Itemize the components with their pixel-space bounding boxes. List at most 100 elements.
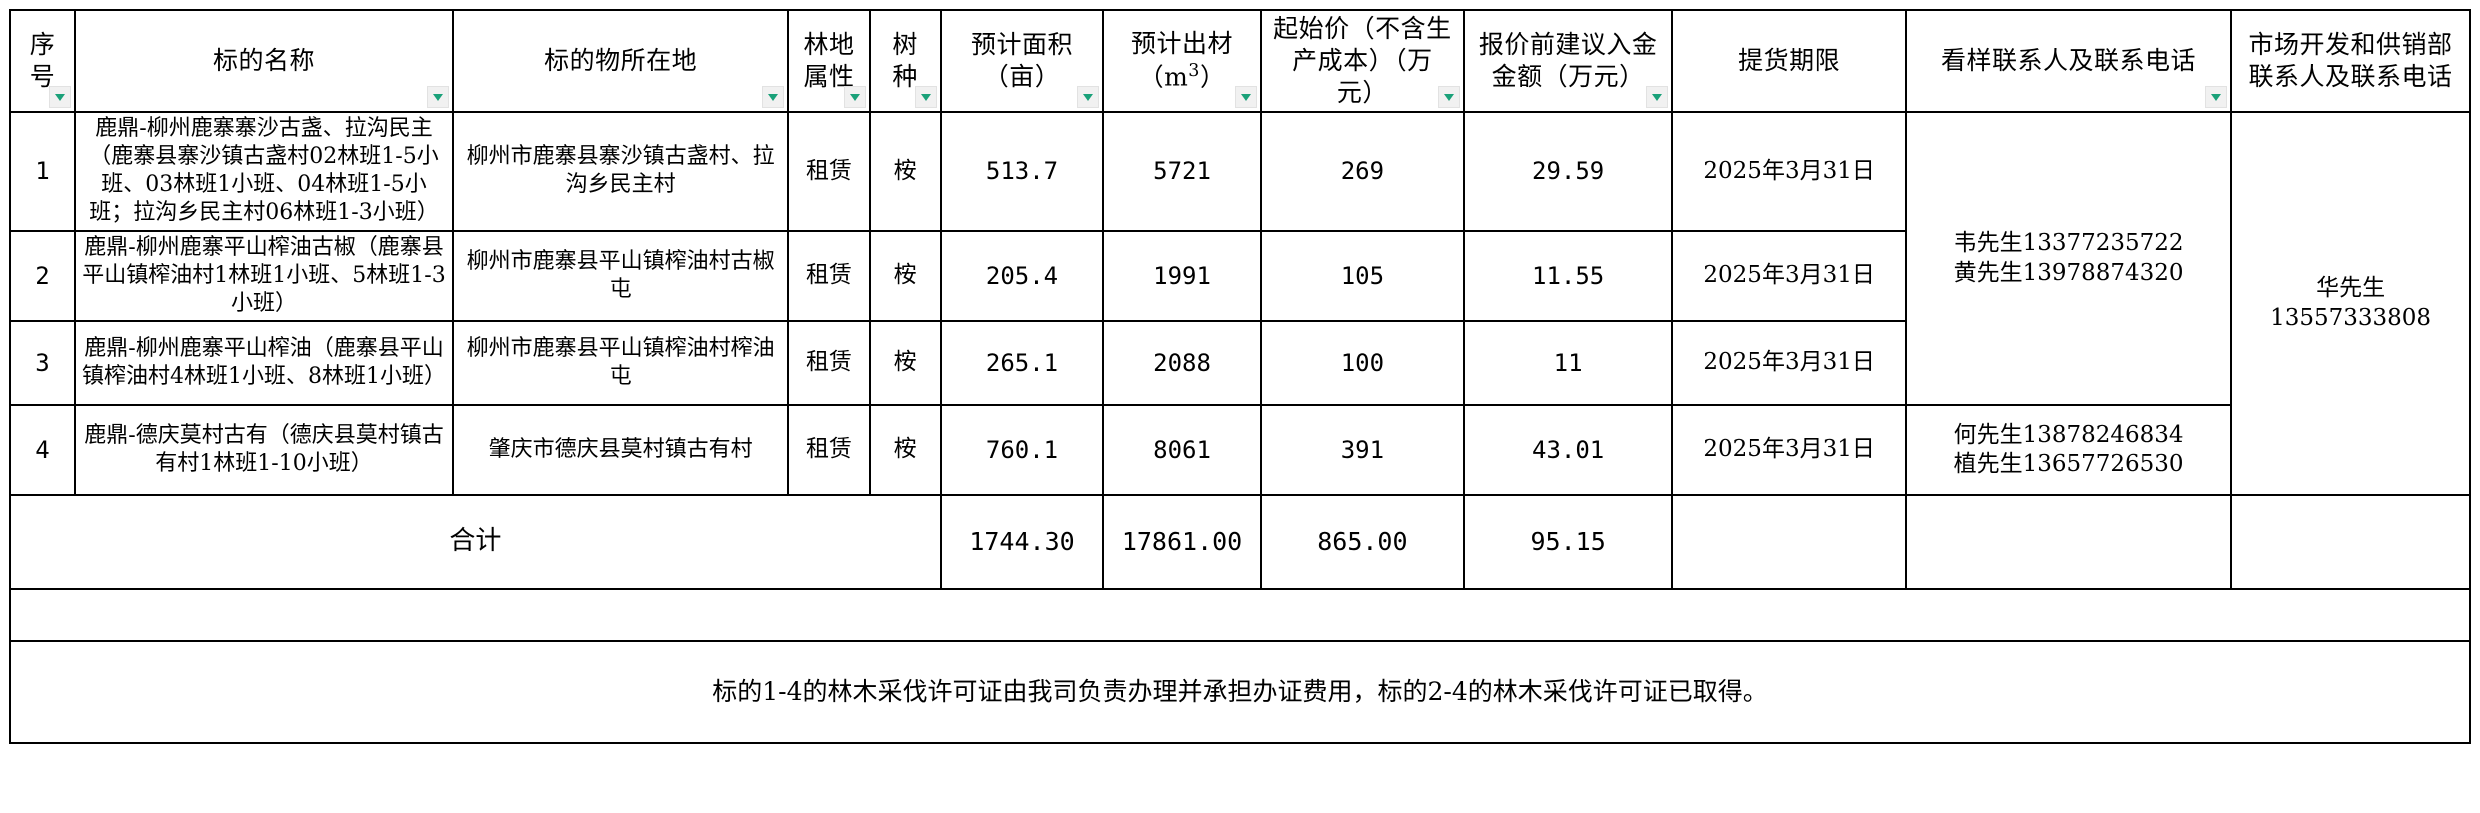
column-header-viewcontact-label: 看样联系人及联系电话: [1941, 46, 2197, 75]
cell-startprice: 100: [1259, 320, 1465, 407]
column-header-name-label: 标的名称: [213, 46, 316, 75]
column-header-volume-label-line1: 预计出材: [1131, 29, 1234, 59]
table-row[interactable]: 3 鹿鼎-柳州鹿寨平山榨油（鹿寨县平山镇榨油村4林班1小班、8林班1小班） 柳州…: [8, 320, 2470, 407]
column-header-location-label: 标的物所在地: [544, 46, 698, 75]
column-header-area-label-line2: （亩）: [983, 62, 1061, 91]
total-area: 1744.30: [939, 494, 1105, 591]
column-header-startprice[interactable]: 起始价（不含生 产成本）（万 元）: [1259, 9, 1465, 113]
cell-seq: 3: [8, 320, 77, 407]
table-row[interactable]: 4 鹿鼎-德庆莫村古有（德庆县莫村镇古有村1林班1-10小班） 肇庆市德庆县莫村…: [8, 404, 2470, 497]
chevron-down-icon: [1240, 93, 1251, 101]
marketing-line2: 13557333808: [2270, 304, 2432, 331]
chevron-down-icon: [768, 93, 779, 101]
cell-volume: 1991: [1102, 229, 1262, 323]
cell-startprice: 269: [1259, 111, 1465, 232]
cell-deposit: 11.55: [1462, 229, 1674, 323]
column-header-marketing-label-line2: 联系人及联系电话: [2248, 62, 2453, 91]
marketing-line1: 华先生: [2316, 275, 2386, 302]
note-text: 标的1-4的林木采伐许可证由我司负责办理并承担办证费用，标的2-4的林木采伐许可…: [9, 641, 2471, 745]
column-header-deposit-label-line2: 金额（万元）: [1491, 62, 1645, 91]
column-header-name[interactable]: 标的名称: [74, 9, 454, 113]
cell-species: 桉: [868, 111, 942, 232]
column-header-viewcontact[interactable]: 看样联系人及联系电话: [1904, 9, 2233, 113]
viewcontact-line2: 黄先生13978874320: [1953, 259, 2184, 286]
column-header-startprice-label-line3: 元）: [1336, 78, 1388, 107]
filter-dropdown-icon-species[interactable]: [914, 86, 937, 108]
column-header-startprice-label-line1: 起始价（不含生: [1273, 14, 1452, 43]
table-row[interactable]: 1 鹿鼎-柳州鹿寨寨沙古盏、拉沟民主（鹿寨县寨沙镇古盏村02林班1-5小班、03…: [8, 110, 2471, 497]
table-total-row: 合计 1744.30 17861.00 865.00 95.15: [9, 494, 2471, 591]
total-viewcontact-empty: [1904, 494, 2233, 591]
cell-name: 鹿鼎-柳州鹿寨平山榨油（鹿寨县平山镇榨油村4林班1小班、8林班1小班）: [74, 320, 454, 407]
cell-area: 513.7: [939, 111, 1105, 232]
viewcontact-line1: 何先生13878246834: [1953, 421, 2184, 448]
filter-dropdown-icon-seq[interactable]: [49, 86, 72, 108]
cell-deposit: 43.01: [1462, 404, 1674, 497]
column-header-marketing[interactable]: 市场开发和供销部 联系人及联系电话: [2230, 9, 2471, 113]
cell-volume: 8061: [1102, 404, 1262, 497]
filter-dropdown-icon-forest[interactable]: [843, 86, 866, 108]
chevron-down-icon: [433, 93, 443, 101]
table-header-row: 序号 标的名称 标的物所在地 林地 属性 树种: [8, 9, 2471, 113]
column-header-deadline[interactable]: 提货期限: [1671, 9, 1907, 113]
total-deadline-empty: [1671, 494, 1907, 591]
column-header-seq[interactable]: 序号: [8, 9, 77, 113]
volume-unit-suffix: ）: [1199, 62, 1226, 92]
filter-dropdown-icon-startprice[interactable]: [1437, 86, 1460, 108]
cell-startprice: 391: [1259, 404, 1465, 497]
column-header-startprice-label-line2: 产成本）（万: [1292, 46, 1433, 75]
column-header-seq-label: 序号: [29, 30, 56, 91]
table-row[interactable]: 2 鹿鼎-柳州鹿寨平山榨油古椒（鹿寨县平山镇榨油村1林班1小班、5林班1-3小班…: [8, 229, 2470, 323]
filter-dropdown-icon-name[interactable]: [427, 86, 449, 108]
viewcontact-line2: 植先生13657726530: [1953, 451, 2184, 478]
cell-location: 柳州市鹿寨县平山镇榨油村榨油屯: [451, 320, 790, 407]
cell-area: 205.4: [939, 229, 1105, 323]
column-header-species-label: 树种: [892, 30, 918, 91]
column-header-forest-label-line1: 林地: [803, 30, 855, 59]
cell-seq: 1: [8, 111, 77, 232]
volume-unit-prefix: （m: [1138, 62, 1189, 92]
column-header-forest[interactable]: 林地 属性: [787, 9, 871, 113]
cell-deposit: 29.59: [1462, 111, 1674, 232]
spreadsheet-sheet: 序号 标的名称 标的物所在地 林地 属性 树种: [0, 9, 2480, 813]
filter-dropdown-icon-area[interactable]: [1077, 86, 1100, 108]
filter-dropdown-icon-viewcontact[interactable]: [2205, 86, 2228, 108]
cell-name: 鹿鼎-德庆莫村古有（德庆县莫村镇古有村1林班1-10小班）: [74, 404, 454, 497]
column-header-deposit-label-line1: 报价前建议入金: [1478, 30, 1658, 59]
cell-viewcontact: 何先生13878246834 植先生13657726530: [1904, 404, 2233, 497]
volume-unit-superscript: 3: [1188, 61, 1200, 82]
cell-seq: 2: [8, 229, 77, 323]
cell-forest: 租赁: [787, 320, 871, 407]
column-header-volume[interactable]: 预计出材 （m3）: [1102, 9, 1262, 113]
cell-location: 肇庆市德庆县莫村镇古有村: [451, 404, 790, 497]
filter-dropdown-icon-volume[interactable]: [1234, 86, 1257, 108]
column-header-species[interactable]: 树种: [868, 9, 942, 113]
cell-location: 柳州市鹿寨县平山镇榨油村古椒屯: [451, 229, 790, 323]
chevron-down-icon: [2211, 93, 2222, 101]
cell-name: 鹿鼎-柳州鹿寨寨沙古盏、拉沟民主（鹿寨县寨沙镇古盏村02林班1-5小班、03林班…: [74, 111, 454, 232]
table-spacer-row: [9, 588, 2471, 643]
cell-species: 桉: [868, 404, 942, 497]
column-header-area[interactable]: 预计面积 （亩）: [939, 9, 1105, 113]
cell-forest: 租赁: [787, 111, 871, 232]
filter-dropdown-icon-location[interactable]: [762, 86, 785, 108]
chevron-down-icon: [55, 93, 66, 101]
spacer-cell: [9, 588, 2471, 643]
viewcontact-line1: 韦先生13377235722: [1953, 230, 2184, 257]
cell-startprice: 105: [1259, 229, 1465, 323]
cell-name: 鹿鼎-柳州鹿寨平山榨油古椒（鹿寨县平山镇榨油村1林班1小班、5林班1-3小班）: [74, 229, 454, 323]
column-header-volume-label-line2: （m3）: [1108, 60, 1255, 93]
table-note-row: 标的1-4的林木采伐许可证由我司负责办理并承担办证费用，标的2-4的林木采伐许可…: [9, 641, 2471, 745]
chevron-down-icon: [1443, 93, 1454, 101]
cell-volume: 2088: [1102, 320, 1262, 407]
column-header-location[interactable]: 标的物所在地: [451, 9, 790, 113]
cell-deposit: 11: [1462, 320, 1674, 407]
column-header-deposit[interactable]: 报价前建议入金 金额（万元）: [1462, 9, 1674, 113]
column-header-marketing-label-line1: 市场开发和供销部: [2248, 30, 2453, 59]
chevron-down-icon: [1652, 93, 1663, 101]
cell-location: 柳州市鹿寨县寨沙镇古盏村、拉沟乡民主村: [451, 111, 790, 232]
filter-dropdown-icon-deposit[interactable]: [1646, 86, 1669, 108]
cell-area: 760.1: [939, 404, 1105, 497]
total-volume: 17861.00: [1102, 494, 1262, 591]
cell-forest: 租赁: [787, 404, 871, 497]
